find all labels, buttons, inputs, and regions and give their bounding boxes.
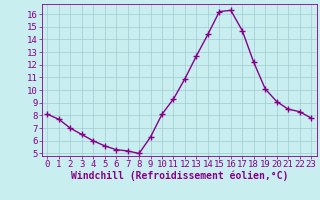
X-axis label: Windchill (Refroidissement éolien,°C): Windchill (Refroidissement éolien,°C) (70, 171, 288, 181)
